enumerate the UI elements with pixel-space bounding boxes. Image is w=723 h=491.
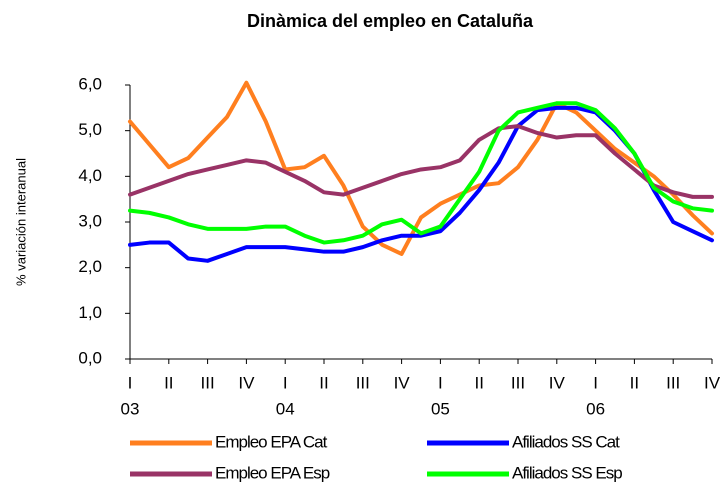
x-tick-label: I bbox=[438, 373, 443, 392]
y-tick-label: 4,0 bbox=[78, 166, 102, 185]
legend-label: Afiliados SS Cat bbox=[512, 432, 620, 451]
x-tick-label: II bbox=[319, 373, 328, 392]
y-tick-label: 0,0 bbox=[78, 348, 102, 367]
y-tick-label: 3,0 bbox=[78, 211, 102, 230]
x-tick-label: I bbox=[283, 373, 288, 392]
series-line bbox=[128, 124, 714, 199]
x-tick-label: I bbox=[593, 373, 598, 392]
legend-label: Empleo EPA Cat bbox=[215, 432, 328, 451]
year-label: 04 bbox=[276, 399, 295, 418]
x-tick-label: IV bbox=[704, 373, 721, 392]
x-tick-label: II bbox=[474, 373, 483, 392]
x-tick-label: IV bbox=[394, 373, 411, 392]
x-tick-label: III bbox=[666, 373, 680, 392]
x-tick-label: III bbox=[356, 373, 370, 392]
x-tick-label: IV bbox=[238, 373, 255, 392]
legend-label: Afiliados SS Esp bbox=[512, 463, 622, 482]
x-tick-label: III bbox=[201, 373, 215, 392]
chart-title: Dinàmica del empleo en Cataluña bbox=[247, 11, 534, 31]
y-tick-label: 6,0 bbox=[78, 74, 102, 93]
x-tick-label: II bbox=[630, 373, 639, 392]
x-tick-label: IV bbox=[549, 373, 566, 392]
y-tick-label: 5,0 bbox=[78, 120, 102, 139]
x-tick-label: II bbox=[164, 373, 173, 392]
x-tick-label: I bbox=[128, 373, 133, 392]
year-label: 03 bbox=[121, 399, 140, 418]
legend-label: Empleo EPA Esp bbox=[215, 463, 330, 482]
year-label: 05 bbox=[431, 399, 450, 418]
y-axis-label: % variación interanual bbox=[13, 158, 28, 286]
series-line bbox=[128, 80, 714, 256]
series-line bbox=[128, 101, 714, 245]
series-line bbox=[128, 105, 714, 263]
year-label: 06 bbox=[586, 399, 605, 418]
x-tick-label: III bbox=[511, 373, 525, 392]
y-tick-label: 1,0 bbox=[78, 303, 102, 322]
y-tick-label: 2,0 bbox=[78, 257, 102, 276]
